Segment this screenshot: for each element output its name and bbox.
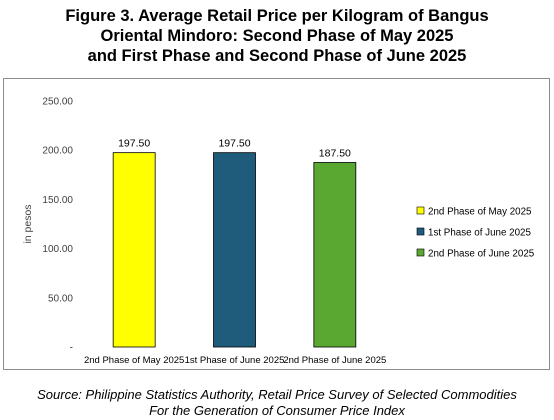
chart-title-line-2: Oriental Mindoro: Second Phase of May 20… xyxy=(100,27,454,45)
bar-data-label: 197.50 xyxy=(218,138,250,150)
x-tick-label: 2nd Phase of May 2025 xyxy=(84,355,184,366)
y-tick-label: 200.00 xyxy=(42,146,73,157)
legend-swatch xyxy=(416,206,425,215)
y-tick-label: 100.00 xyxy=(42,244,73,255)
legend-label: 1st Phase of June 2025 xyxy=(428,228,531,239)
y-tick-label: 250.00 xyxy=(42,97,73,108)
legend-swatch xyxy=(416,248,425,257)
x-tick-label: 2nd Phase of June 2025 xyxy=(283,355,386,366)
chart-title-line-3: and First Phase and Second Phase of June… xyxy=(87,47,467,65)
source-note: Source: Philippine Statistics Authority,… xyxy=(0,387,554,419)
bar xyxy=(213,152,256,348)
y-axis-label: in pesos xyxy=(22,204,34,243)
chart-title: Figure 3. Average Retail Price per Kilog… xyxy=(0,6,554,66)
chart-title-line-1: Figure 3. Average Retail Price per Kilog… xyxy=(65,7,489,25)
bar xyxy=(313,162,357,348)
bar-data-label: 187.50 xyxy=(319,148,351,160)
legend-label: 2nd Phase of May 2025 xyxy=(428,207,532,218)
source-line-2: For the Generation of Consumer Price Ind… xyxy=(149,403,405,418)
chart-frame xyxy=(3,78,550,370)
legend-label: 2nd Phase of June 2025 xyxy=(428,249,535,260)
y-tick-label: - xyxy=(70,343,73,354)
y-tick-label: 50.00 xyxy=(48,293,73,304)
bar-data-label: 197.50 xyxy=(118,138,150,150)
bar xyxy=(112,152,156,348)
y-tick-label: 150.00 xyxy=(42,195,73,206)
x-tick-label: 1st Phase of June 2025 xyxy=(185,355,285,366)
legend-swatch xyxy=(416,227,425,236)
source-line-1: Source: Philippine Statistics Authority,… xyxy=(37,387,517,402)
